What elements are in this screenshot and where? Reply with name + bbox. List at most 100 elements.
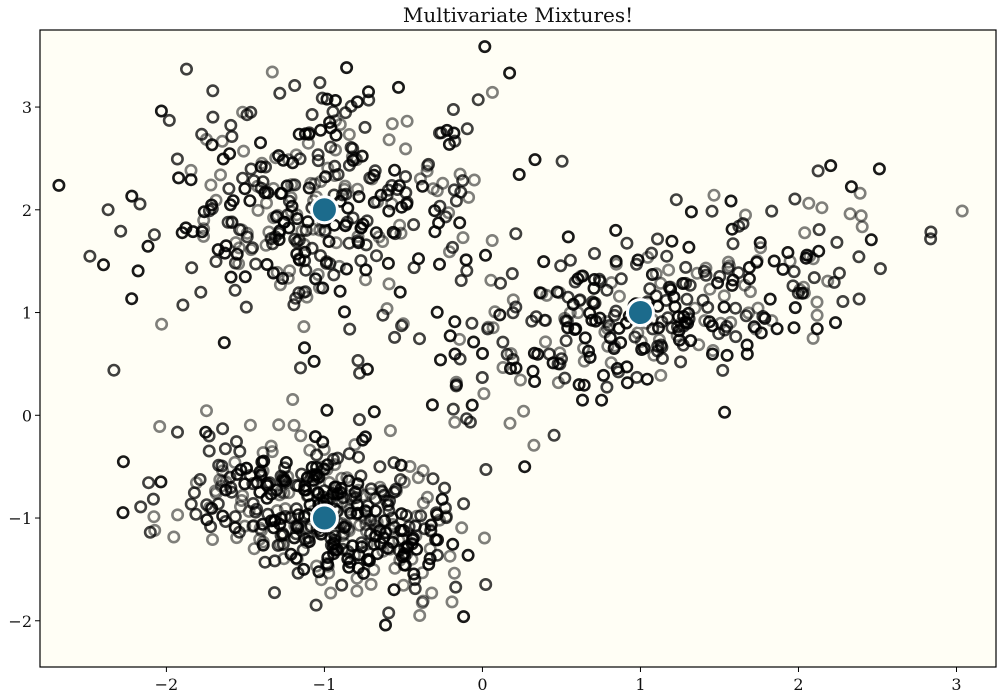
data-point: [701, 300, 715, 314]
data-point: [749, 322, 763, 336]
data-point: [433, 353, 447, 367]
data-point: [802, 196, 816, 210]
data-point: [413, 608, 427, 622]
data-point: [765, 204, 779, 218]
data-point: [855, 220, 869, 234]
data-point: [528, 153, 542, 167]
data-point: [705, 204, 719, 218]
data-point: [551, 357, 565, 371]
data-point: [503, 416, 517, 430]
data-point: [286, 392, 300, 406]
data-point: [460, 122, 474, 136]
data-point: [226, 194, 240, 208]
data-point: [202, 204, 216, 218]
data-point: [443, 329, 457, 343]
data-point: [289, 551, 303, 565]
data-point: [475, 346, 489, 360]
data-point: [824, 159, 838, 173]
data-point: [676, 338, 690, 352]
data-point: [261, 186, 275, 200]
data-point: [509, 227, 523, 241]
data-point: [496, 360, 510, 374]
data-point: [335, 542, 349, 556]
data-point: [305, 460, 319, 474]
data-point: [506, 306, 520, 320]
data-point: [398, 170, 412, 184]
data-point: [275, 473, 289, 487]
data-point: [654, 368, 668, 382]
data-point: [397, 475, 411, 489]
data-point: [276, 526, 290, 540]
data-point: [147, 510, 161, 524]
data-point: [873, 262, 887, 276]
data-point: [260, 479, 274, 493]
data-point: [414, 509, 428, 523]
data-point: [786, 279, 800, 293]
x-tick-label: −2: [155, 675, 179, 694]
data-point: [155, 317, 169, 331]
data-point: [640, 372, 654, 386]
data-point: [299, 223, 313, 237]
data-point: [246, 477, 260, 491]
data-point: [328, 94, 342, 108]
data-point: [382, 606, 396, 620]
data-point: [589, 314, 603, 328]
data-point: [385, 179, 399, 193]
data-point: [350, 584, 364, 598]
data-point: [292, 286, 306, 300]
data-point: [477, 531, 491, 545]
data-point: [154, 475, 168, 489]
data-point: [246, 519, 260, 533]
data-point: [214, 168, 228, 182]
data-point: [484, 273, 498, 287]
data-point: [307, 354, 321, 368]
data-point: [264, 439, 278, 453]
data-point: [256, 538, 270, 552]
data-point: [258, 160, 272, 174]
data-point: [924, 225, 938, 239]
data-point: [411, 471, 425, 485]
data-point: [314, 175, 328, 189]
data-point: [758, 311, 772, 325]
data-point: [392, 179, 406, 193]
data-point: [432, 257, 446, 271]
data-point: [436, 176, 450, 190]
data-point: [607, 341, 621, 355]
data-point: [290, 235, 304, 249]
data-point: [335, 471, 349, 485]
data-point: [836, 294, 850, 308]
data-point: [600, 380, 614, 394]
x-tick-label: 3: [951, 675, 961, 694]
data-point: [380, 188, 394, 202]
data-point: [83, 249, 97, 263]
data-point: [209, 484, 223, 498]
data-point: [272, 149, 286, 163]
data-point: [235, 493, 249, 507]
data-point: [206, 84, 220, 98]
x-tick-label: 2: [793, 675, 803, 694]
data-point: [311, 267, 325, 281]
data-point: [294, 521, 308, 535]
data-point: [369, 249, 383, 263]
data-point: [270, 504, 284, 518]
data-point: [810, 322, 824, 336]
data-point: [340, 61, 354, 75]
data-point: [517, 404, 531, 418]
data-point: [575, 393, 589, 407]
data-point: [364, 487, 378, 501]
data-point: [228, 455, 242, 469]
data-point: [528, 374, 542, 388]
data-point: [924, 232, 938, 246]
data-point: [202, 429, 216, 443]
data-point: [307, 467, 321, 481]
data-point: [281, 208, 295, 222]
data-point: [420, 164, 434, 178]
data-point: [664, 280, 678, 294]
data-point: [607, 308, 621, 322]
data-point: [456, 231, 470, 245]
data-point: [352, 548, 366, 562]
data-point: [955, 204, 969, 218]
data-point: [362, 93, 376, 107]
data-point: [561, 321, 575, 335]
data-point: [283, 264, 297, 278]
